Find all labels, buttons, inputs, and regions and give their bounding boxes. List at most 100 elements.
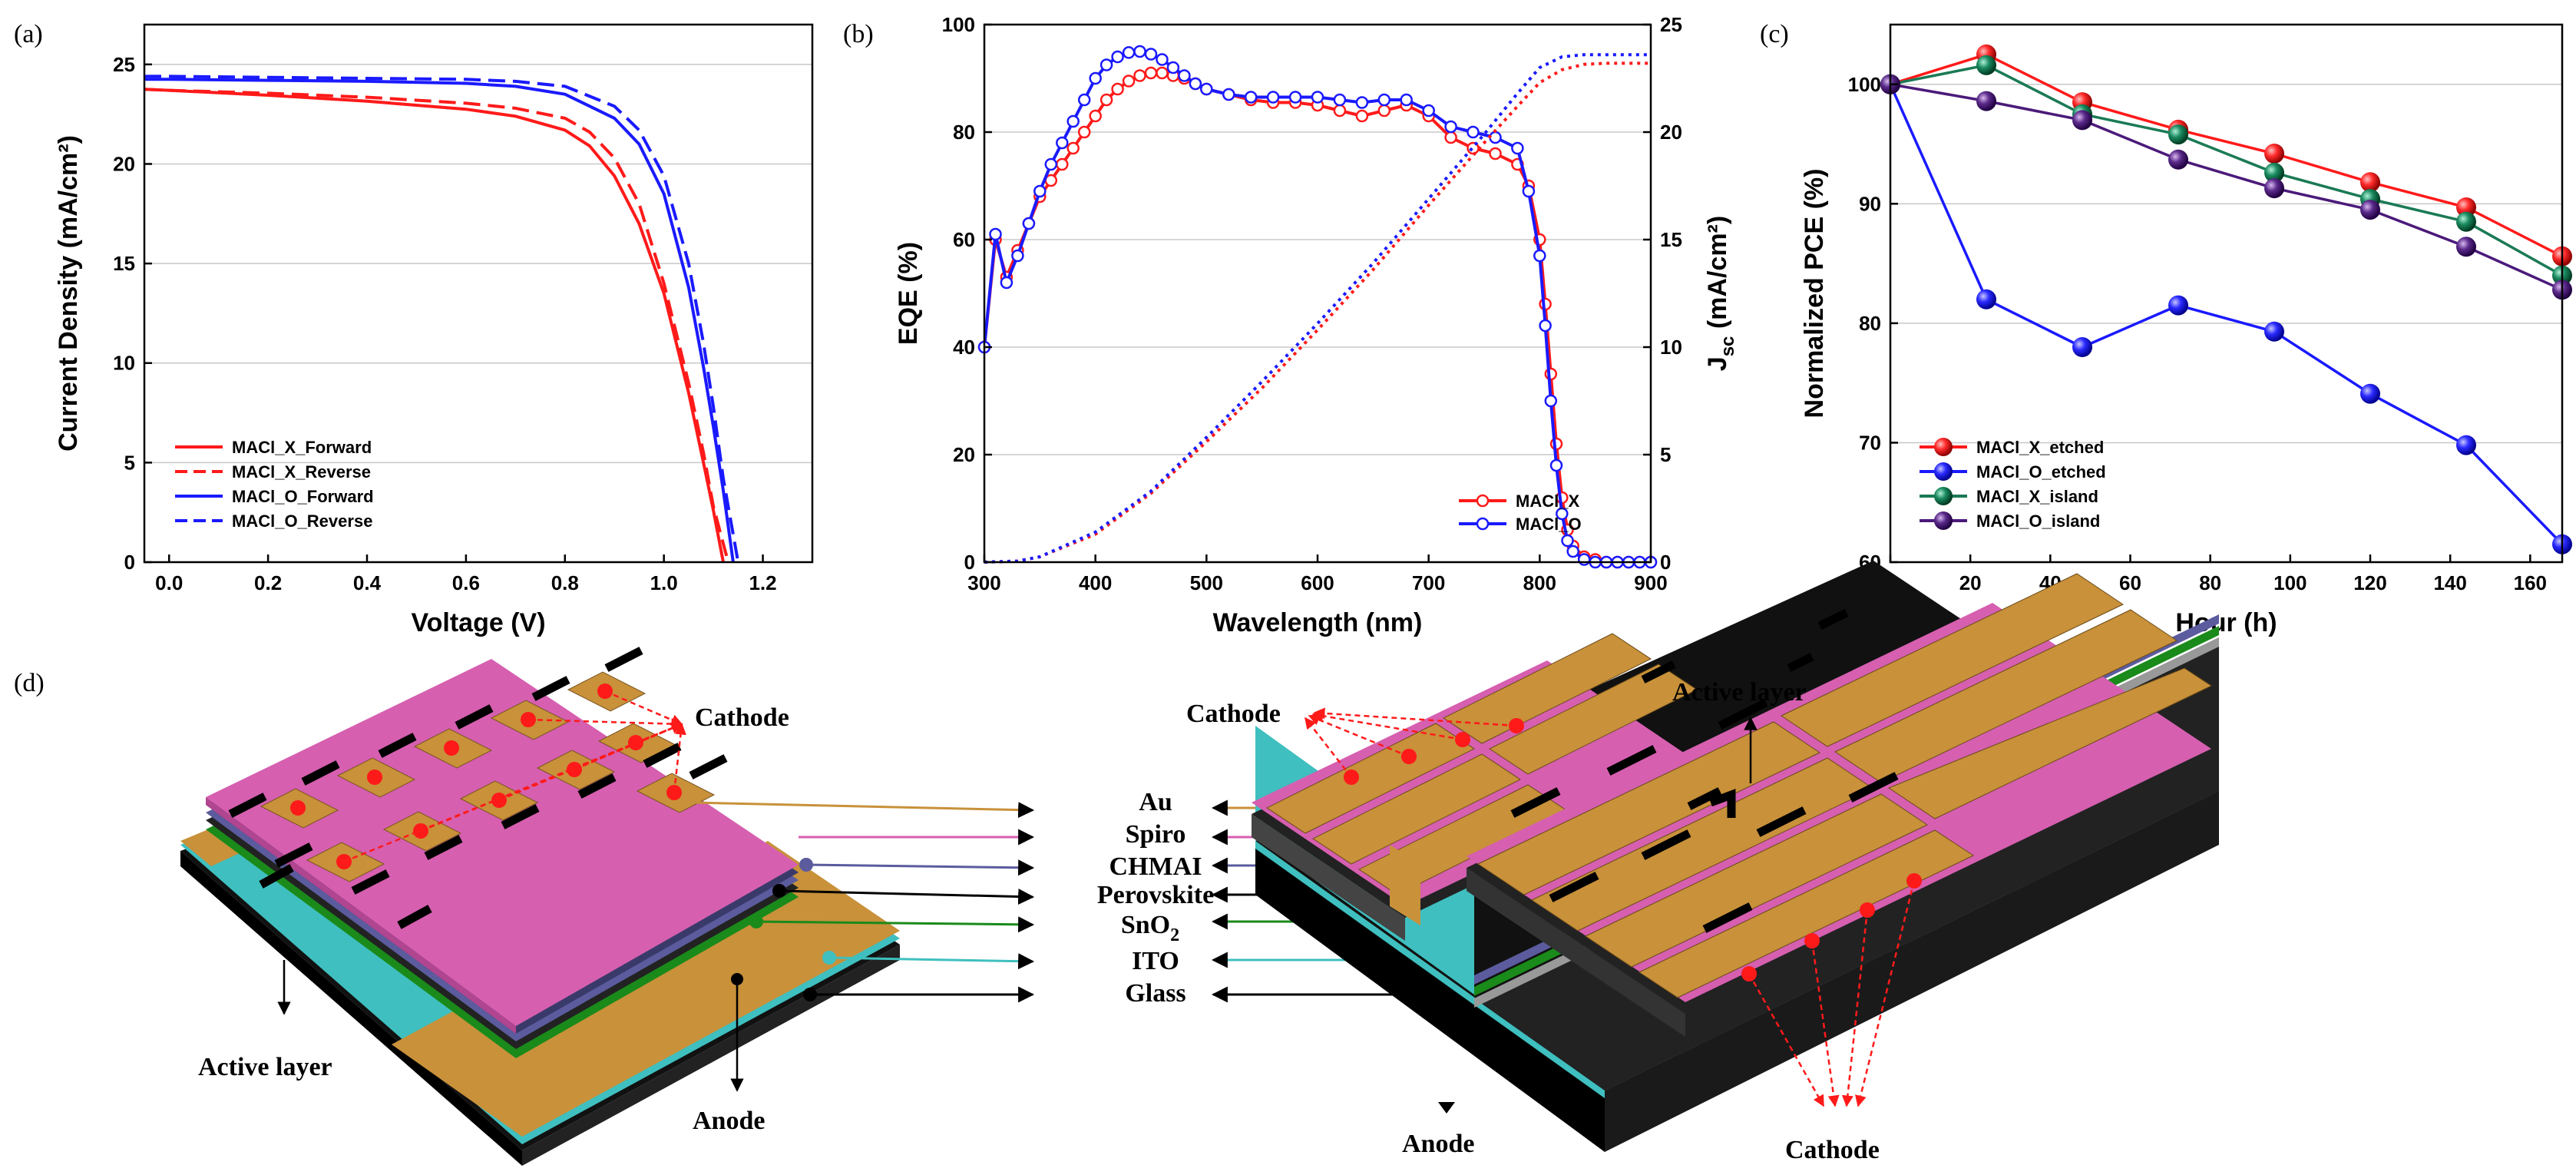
x-tick-label-c-7: 140 xyxy=(2433,571,2466,594)
data-point-macl-o-island-1 xyxy=(1976,91,1996,111)
data-point-macl-o-38 xyxy=(1544,394,1558,408)
legend-label-macl-o-reverse: MACl_O_Reverse xyxy=(232,511,372,531)
x-tick-label-c-4: 80 xyxy=(2199,571,2221,594)
data-point-macl-o-26 xyxy=(1333,93,1347,107)
legend-marker-macl-o xyxy=(1476,517,1490,531)
x-tick-label-a-0: 0.0 xyxy=(155,571,183,594)
x-tick-label-b-2: 500 xyxy=(1190,571,1223,594)
data-point-macl-o-6 xyxy=(1044,157,1058,171)
right-electrode-bracket xyxy=(1709,789,1736,818)
right-cathode-leaders-bottom xyxy=(1748,880,1916,1107)
data-point-macl-o-island-6 xyxy=(2456,237,2476,257)
arrow-left-chmai xyxy=(805,859,1035,876)
data-point-macl-o-10 xyxy=(1089,71,1102,85)
legend-label-macl-x-reverse: MACl_X_Reverse xyxy=(232,462,371,482)
data-point-macl-o-9 xyxy=(1077,93,1091,107)
data-point-macl-x-10 xyxy=(1089,109,1102,123)
data-point-macl-o-28 xyxy=(1377,93,1391,107)
x-tick-label-b-6: 900 xyxy=(1634,571,1667,594)
legend-label-macl-o-island: MACl_O_island xyxy=(1976,511,2100,531)
data-point-macl-o-etched-6 xyxy=(2456,435,2476,455)
data-point-macl-o-37 xyxy=(1539,319,1552,333)
series-line-macl-x-forward xyxy=(144,88,725,563)
data-point-macl-o-39 xyxy=(1549,458,1563,472)
right-cathode-label-top: Cathode xyxy=(1186,700,1281,728)
data-point-macl-x-island-4 xyxy=(2264,162,2284,183)
data-point-macl-o-41 xyxy=(1561,534,1574,548)
data-point-macl-x-island-3 xyxy=(2168,124,2188,145)
chart-a-jv-curves: 0.0 0.2 0.4 0.6 0.8 1.0 1.2 0 5 10 15 20 25 Voltage (… xyxy=(54,23,814,637)
data-point-macl-o-20 xyxy=(1200,82,1213,96)
left-spiro-top xyxy=(206,659,799,1026)
data-point-macl-o-etched-4 xyxy=(2264,321,2284,342)
series-line-macl-x-island xyxy=(1890,64,2563,277)
data-point-macl-x-16 xyxy=(1156,66,1169,80)
y2-tick-label-b-4: 20 xyxy=(1660,121,1682,144)
plot-frame-a xyxy=(143,23,814,564)
legend-label-macl-x-etched: MACl_X_etched xyxy=(1976,438,2104,457)
data-point-macl-o-21 xyxy=(1222,88,1235,101)
series-line-macl-o-reverse xyxy=(144,74,740,563)
data-point-macl-o-1 xyxy=(989,227,1002,241)
x-tick-label-c-1: 20 xyxy=(1959,571,1982,594)
data-point-macl-x-etched-6 xyxy=(2456,197,2476,217)
right-interconnect xyxy=(1390,845,1420,925)
data-point-macl-x-27 xyxy=(1355,109,1369,123)
left-anode-label: Anode xyxy=(693,1107,765,1135)
data-point-macl-o-27 xyxy=(1355,96,1369,109)
left-glass-side xyxy=(522,945,900,1166)
y-axis-title-c: Normalized PCE (%) xyxy=(1800,169,1829,419)
panel-label-d: (d) xyxy=(14,669,45,697)
data-point-macl-x-8 xyxy=(1066,141,1080,155)
y-tick-label-c-4: 100 xyxy=(1848,73,1881,96)
right-anode-marker xyxy=(1438,1102,1455,1114)
right-glass-front xyxy=(1255,841,1605,1152)
layer-label-chmai: CHMAI xyxy=(1109,852,1202,881)
data-point-macl-x-etched-5 xyxy=(2360,172,2380,193)
series-line-macl-x xyxy=(983,71,1651,564)
y2-tick-label-b-2: 10 xyxy=(1660,336,1682,359)
right-upper-module-side xyxy=(1252,814,1405,941)
legend-marker-macl-o-island xyxy=(1934,511,1953,530)
data-point-macl-o-etched-1 xyxy=(1976,289,1996,309)
x-tick-label-c-5: 100 xyxy=(2273,571,2306,594)
x-tick-label-a-1: 0.2 xyxy=(254,571,282,594)
data-point-macl-o-etched-3 xyxy=(2168,295,2188,316)
panel-label-b: (b) xyxy=(843,20,874,48)
data-point-macl-o-18 xyxy=(1178,69,1191,82)
data-point-macl-x-7 xyxy=(1056,157,1069,171)
data-point-macl-x-12 xyxy=(1111,82,1124,96)
data-point-macl-x-island-1 xyxy=(1976,55,1996,75)
data-point-macl-x-13 xyxy=(1122,74,1136,88)
data-point-macl-o-13 xyxy=(1122,46,1136,59)
panel-label-c: (c) xyxy=(1760,20,1789,48)
layer-label-glass: Glass xyxy=(1125,979,1185,1008)
data-point-macl-o-3 xyxy=(1011,249,1024,263)
x-tick-label-a-2: 0.4 xyxy=(353,571,382,594)
data-point-macl-o-40 xyxy=(1556,507,1569,521)
data-point-macl-x-33 xyxy=(1489,147,1502,161)
y-tick-label-a-3: 15 xyxy=(113,252,135,275)
series-line-macl-x-etched xyxy=(1890,53,2563,258)
series-line-macl-o-etched xyxy=(1889,84,2564,545)
data-point-macl-o-island-5 xyxy=(2360,200,2380,220)
y-tick-label-a-4: 20 xyxy=(113,152,135,175)
data-point-macl-o-etched-5 xyxy=(2360,383,2380,404)
data-point-macl-o-29 xyxy=(1400,93,1413,107)
y-tick-label-c-2: 80 xyxy=(1859,312,1881,335)
right-active-layer-label: Active layer xyxy=(1672,678,1807,707)
data-point-macl-o-42 xyxy=(1566,544,1579,558)
legend-marker-macl-x-island xyxy=(1934,487,1953,505)
legend-marker-macl-x-etched xyxy=(1934,438,1953,456)
arrow-left-perovskite xyxy=(779,889,1035,905)
legend-label-macl-o-forward: MACl_O_Forward xyxy=(232,487,374,506)
layer-label-au: Au xyxy=(1139,788,1172,816)
data-point-macl-x-etched-4 xyxy=(2264,144,2284,164)
data-point-macl-o-island-3 xyxy=(2168,149,2188,170)
layer-label-sno2: SnO2 xyxy=(1121,911,1179,945)
y-tick-label-b-4: 80 xyxy=(953,121,975,144)
y2-tick-label-b-1: 5 xyxy=(1660,443,1671,466)
x-tick-label-b-1: 400 xyxy=(1079,571,1112,594)
data-point-macl-o-4 xyxy=(1022,217,1036,230)
